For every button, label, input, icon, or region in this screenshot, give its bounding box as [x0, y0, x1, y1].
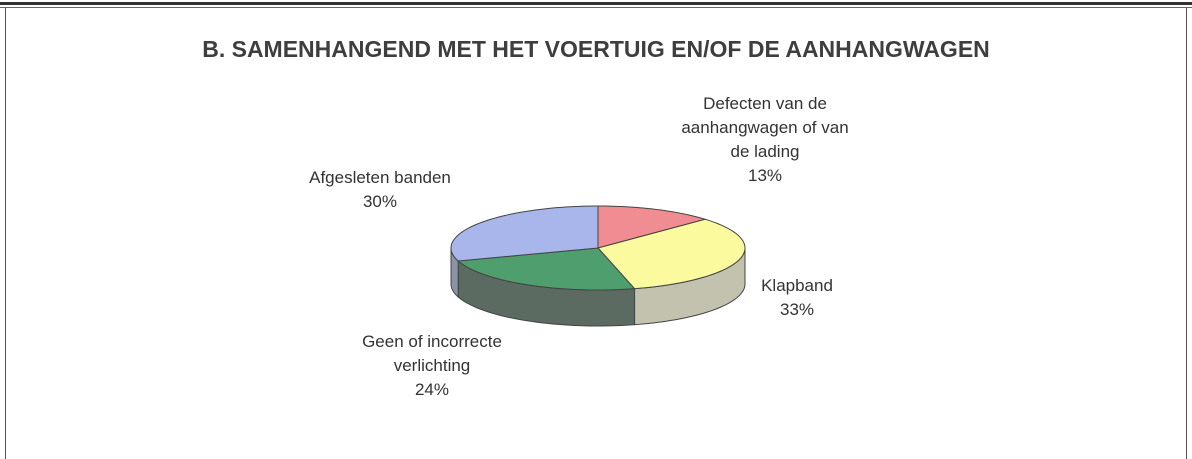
value-label: 13%: [747, 166, 783, 185]
slice: [456, 247, 636, 291]
slice: [450, 205, 599, 262]
slice: [597, 218, 746, 290]
left-border: [5, 8, 6, 459]
top-rule-thin: [0, 7, 1192, 8]
category-label: Afgesleten banden: [309, 168, 451, 187]
slice-label: Afgesleten banden 30%: [309, 166, 451, 214]
slice-label: Klapband 33%: [761, 274, 833, 322]
right-border: [1186, 8, 1187, 459]
top-rule: [0, 2, 1192, 5]
value-label: 24%: [414, 380, 450, 399]
value-label: 33%: [779, 300, 815, 319]
category-label: Klapband: [761, 276, 833, 295]
slice-label: Geen of incorrecte verlichting 24%: [362, 330, 502, 402]
category-label: Geen of incorrecte verlichting: [362, 332, 502, 375]
category-label: Defecten van de aanhangwagen of van de l…: [681, 94, 849, 161]
slice: [597, 205, 707, 249]
value-label: 30%: [362, 192, 398, 211]
slice-label: Defecten van de aanhangwagen of van de l…: [681, 92, 848, 188]
chart-title: B. SAMENHANGEND MET HET VOERTUIG EN/OF D…: [202, 36, 990, 62]
